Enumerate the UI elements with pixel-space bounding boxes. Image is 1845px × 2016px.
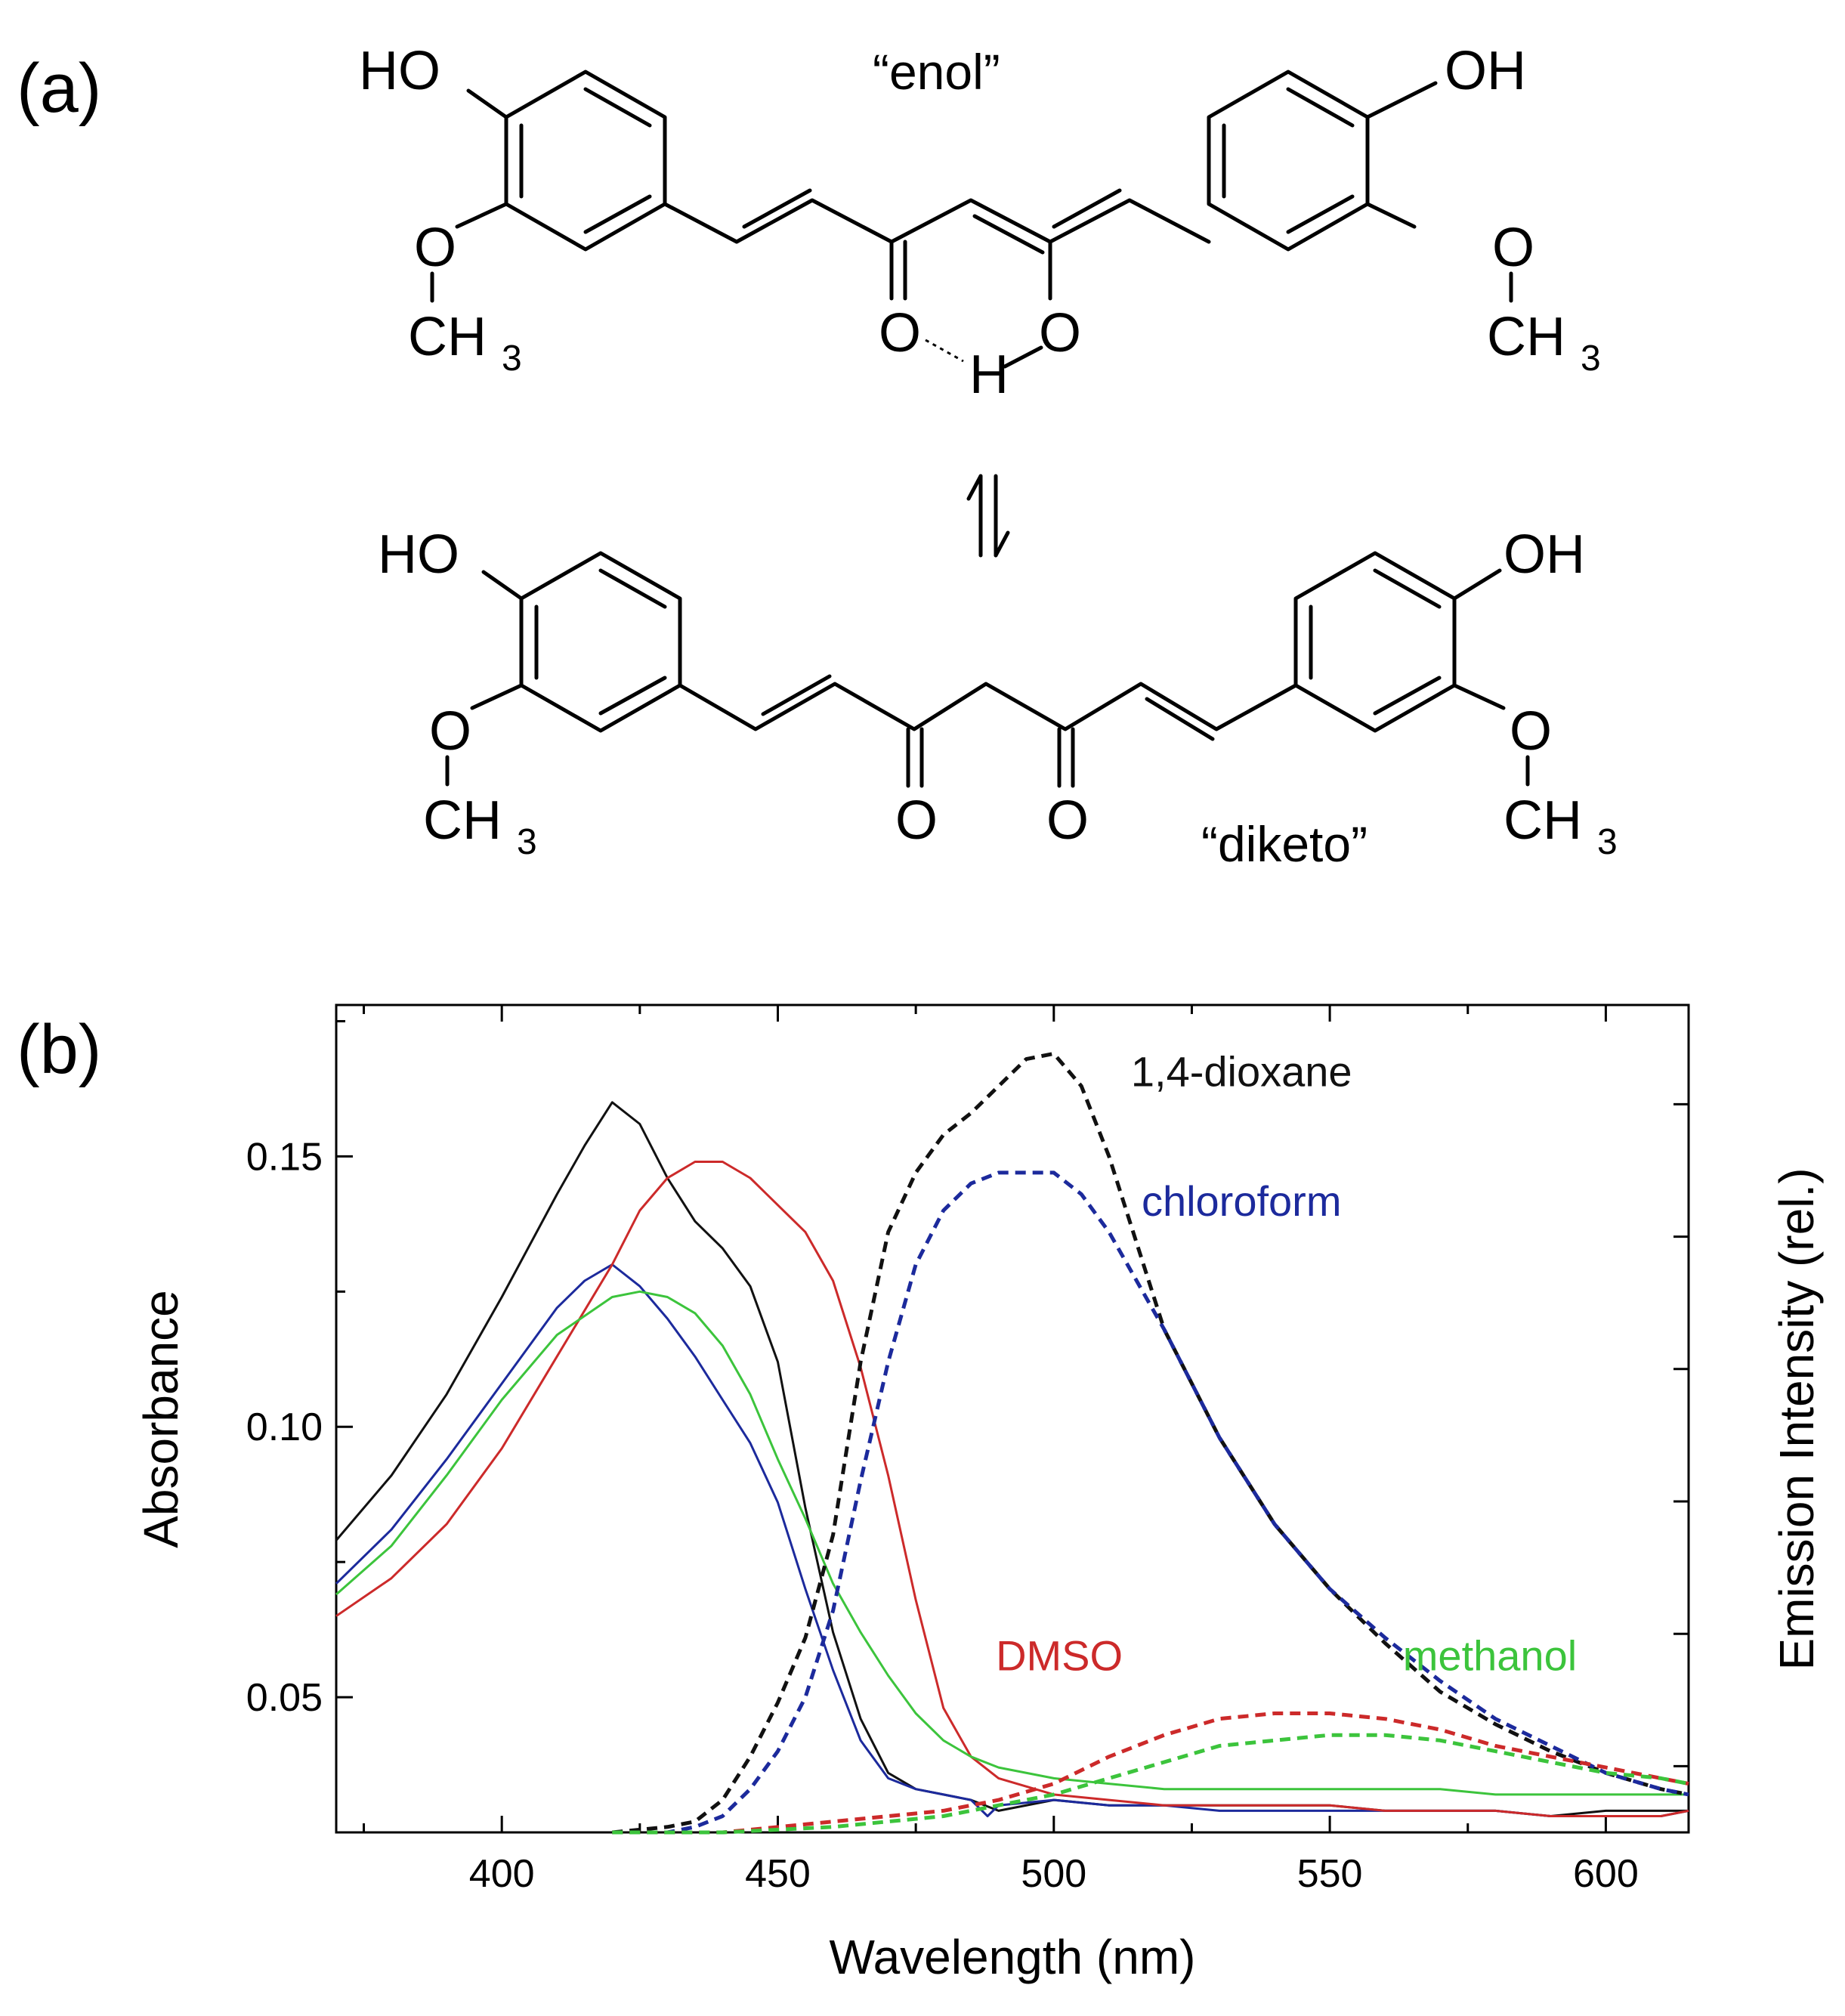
enol-carbonyl-o: O — [879, 303, 921, 363]
diketo-left-ring-inner-bond — [598, 568, 667, 609]
diketo-left-methoxy-o: O — [429, 701, 471, 762]
y-tick-label: 0.10 — [246, 1405, 323, 1449]
emission-dmso-line — [612, 1711, 1689, 1835]
enol-right-oh-bond — [1365, 81, 1438, 119]
enol-right-ring-inner-bond — [1286, 194, 1355, 234]
enol-right-ch-sub: 3 — [1581, 339, 1601, 379]
series-label-methanol: methanol — [1403, 1631, 1577, 1679]
enol-right-methoxy-o: O — [1492, 218, 1534, 278]
plot-frame — [335, 1003, 1690, 1834]
enol-left-ring — [504, 70, 667, 252]
series-label-1-4-dioxane: 1,4-dioxane — [1131, 1047, 1352, 1095]
equilibrium-arrow-up-head — [966, 474, 983, 501]
diketo-right-ring-inner-bond — [1373, 676, 1442, 716]
enol-right-oh: OH — [1445, 41, 1526, 101]
enol-left-methoxy-o: O — [414, 218, 456, 278]
enol-hydrogen: H — [969, 345, 1009, 405]
y-tick-label: 0.15 — [246, 1135, 323, 1179]
tick-labels-layer: 400 450 500 550 600 0.05 0.10 0.15 — [246, 1135, 1639, 1896]
equilibrium-arrows — [966, 474, 1010, 558]
panel-a: (a) HO O CH 3 O O — [17, 41, 1618, 872]
panel-b-label: (b) — [17, 1011, 101, 1088]
diketo-chain — [678, 682, 1298, 731]
enol-left-ch-sub: 3 — [502, 339, 522, 379]
diketo-right-ome-bond — [1452, 683, 1506, 710]
enol-oh-bond — [1003, 345, 1043, 369]
panel-a-label: (a) — [17, 50, 101, 127]
diketo-carbonyl-o-left: O — [895, 790, 938, 851]
x-tick-label: 400 — [469, 1852, 535, 1896]
diketo-left-ch-sub: 3 — [517, 822, 537, 862]
enol-chain — [663, 198, 1211, 244]
diketo-left-ch: CH — [423, 790, 502, 851]
diketo-structure: HO O CH 3 O O OH O CH 3 “dik — [378, 524, 1618, 872]
annotation-layer: 1,4-dioxane chloroform DMSO methanol — [996, 1047, 1577, 1679]
diketo-right-ch-sub: 3 — [1597, 822, 1618, 862]
equilibrium-arrow-down-head — [994, 530, 1010, 558]
enol-left-ring-inner-bond — [583, 194, 652, 234]
diketo-right-methoxy-o: O — [1510, 701, 1552, 762]
diketo-chain-double — [1145, 697, 1215, 741]
emission-1-4-dioxane-line — [612, 1051, 1689, 1835]
diketo-left-oh-bond — [481, 570, 524, 601]
enol-right-ring — [1207, 70, 1370, 252]
diketo-right-ring-inner-bond — [1373, 568, 1442, 609]
x-tick-label: 550 — [1297, 1852, 1363, 1896]
x-tick-label: 450 — [745, 1852, 811, 1896]
enol-right-ch: CH — [1487, 307, 1565, 367]
enol-structure: HO O CH 3 O O H OH — [359, 41, 1601, 405]
panel-b: (b) 400 450 500 550 600 0.05 0.10 0.15 1,4-diox… — [17, 1003, 1824, 1984]
enol-hydrogen-bond — [925, 339, 964, 363]
diketo-right-oh-bond — [1452, 568, 1502, 601]
absorbance-methanol-line — [335, 1290, 1689, 1796]
x-tick-label: 500 — [1021, 1852, 1086, 1896]
series-label-chloroform: chloroform — [1142, 1177, 1342, 1225]
y-axis-title: Absorbance — [134, 1290, 188, 1548]
ticks-layer — [336, 1005, 1689, 1834]
series-layer — [335, 1051, 1689, 1835]
enol-left-ring-inner-bond — [583, 87, 652, 128]
enol-chain-double — [1052, 188, 1122, 229]
absorbance-1-4-dioxane-line — [335, 1101, 1689, 1817]
diketo-right-ring — [1293, 551, 1457, 733]
series-label-dmso: DMSO — [996, 1631, 1123, 1679]
y2-axis-title: Emission Intensity (rel.) — [1769, 1167, 1824, 1670]
enol-right-ome-bond — [1365, 202, 1417, 229]
enol-tag: “enol” — [873, 44, 1000, 100]
enol-left-ch: CH — [408, 307, 487, 367]
emission-methanol-line — [612, 1733, 1689, 1835]
enol-left-oh-bond — [466, 88, 508, 119]
diketo-chain-double — [761, 674, 832, 716]
x-axis-title: Wavelength (nm) — [830, 1930, 1196, 1984]
diketo-tag: “diketo” — [1201, 816, 1368, 872]
emission-chloroform-line — [612, 1170, 1689, 1835]
absorbance-dmso-line — [335, 1161, 1689, 1817]
diketo-left-ome-bond — [470, 683, 524, 710]
enol-right-ring-inner-bond — [1286, 87, 1355, 128]
absorbance-chloroform-line — [335, 1263, 1689, 1817]
diketo-carbonyl-o-right: O — [1046, 790, 1089, 851]
diketo-left-ring — [519, 551, 682, 733]
x-tick-label: 600 — [1573, 1852, 1639, 1896]
diketo-left-ring-inner-bond — [598, 676, 667, 716]
y-tick-label: 0.05 — [246, 1676, 323, 1720]
enol-chain-double — [972, 214, 1045, 255]
diketo-right-oh: OH — [1504, 524, 1585, 585]
enol-left-ho: HO — [359, 41, 440, 101]
enol-left-ome-bond — [455, 202, 508, 229]
enol-chain-double — [742, 188, 812, 229]
diketo-right-ch: CH — [1504, 790, 1582, 851]
enol-hydroxyl-o: O — [1039, 303, 1081, 363]
diketo-left-ho: HO — [378, 524, 459, 585]
